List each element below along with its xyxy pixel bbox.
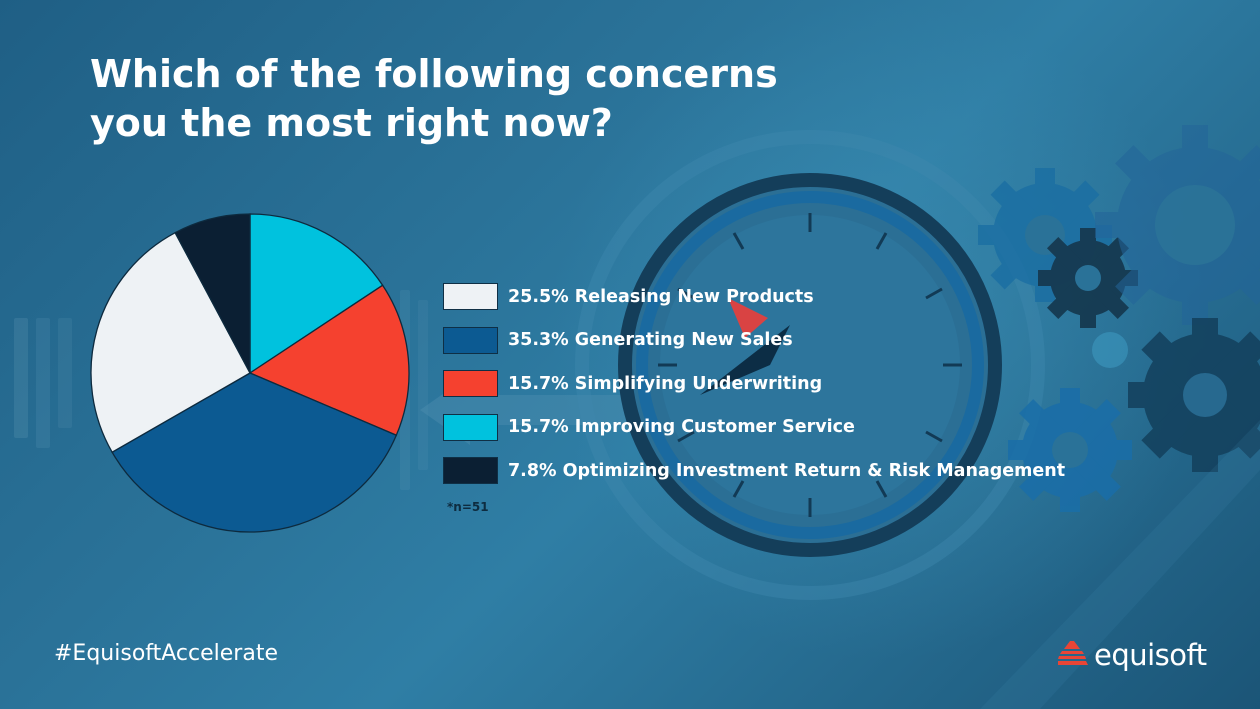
legend-item-optimizing-investment-return: 7.8% Optimizing Investment Return & Risk… [443,456,1065,485]
pie-slice-optimizing-investment-return-risk-management [174,213,251,374]
sample-size-note: *n=51 [447,500,489,514]
pie-slice-improving-customer-service [249,213,384,375]
slide-title-line-2: you the most right now? [90,101,613,145]
legend-swatch [443,326,498,354]
brand-name: equisoft [1094,638,1207,672]
code-decor [14,290,428,490]
legend-swatch [443,370,498,397]
pie-slice-simplifying-underwriting [248,284,410,437]
legend-item-generating-new-sales: 35.3% Generating New Sales [443,326,1065,355]
legend-label: 7.8% Optimizing Investment Return & Risk… [508,460,1066,481]
legend-label: 15.7% Simplifying Underwriting [508,373,823,394]
slide-title-line-1: Which of the following concerns [90,52,778,96]
gear-icon [978,125,1260,512]
pie-slice-generating-new-sales [111,372,398,533]
legend-item-releasing-new-products: 25.5% Releasing New Products [443,282,1065,311]
legend-swatch [443,283,498,310]
legend-label: 15.7% Improving Customer Service [508,417,855,437]
slide-title: Which of the following concerns you the … [90,50,910,148]
pie-slice-releasing-new-products [90,231,251,454]
legend-swatch [443,413,498,441]
clock-icon [575,130,1045,600]
pie-chart [90,213,410,533]
legend-item-simplifying-underwriting: 15.7% Simplifying Underwriting [443,369,1065,398]
equisoft-logo-icon [1058,641,1088,665]
legend-label: 25.5% Releasing New Products [508,286,814,307]
legend-swatch [443,457,498,484]
brand-logo: equisoft [1058,638,1207,672]
legend-item-improving-customer-service: 15.7% Improving Customer Service [443,413,1065,442]
legend-label: 35.3% Generating New Sales [508,330,793,350]
chart-legend: 25.5% Releasing New Products 35.3% Gener… [443,282,1065,500]
hashtag: #EquisoftAccelerate [54,641,278,666]
